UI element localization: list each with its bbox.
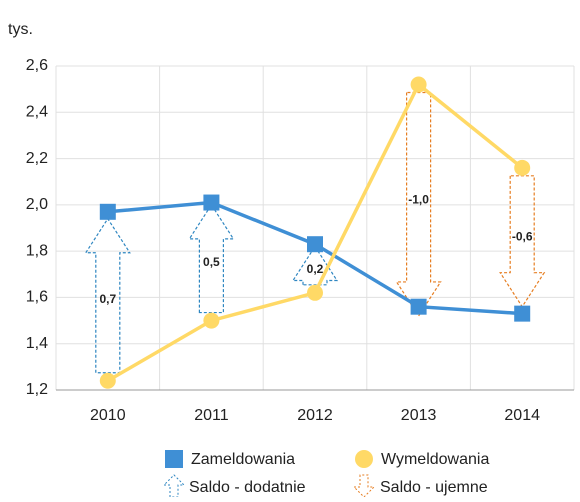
x-tick-label: 2012 [297, 407, 333, 424]
y-tick-label: 2,0 [26, 196, 48, 213]
series-line [106, 81, 524, 383]
saldo-arrow [395, 91, 442, 318]
y-tick-label: 1,4 [26, 335, 48, 352]
saldo-arrow [84, 217, 131, 374]
saldo-label: -1,0 [408, 192, 429, 206]
legend-swatch [355, 450, 373, 468]
point [514, 159, 531, 176]
x-tick-label: 2014 [504, 407, 540, 424]
point [514, 305, 531, 322]
point [410, 76, 427, 93]
point [307, 284, 323, 301]
point [203, 194, 220, 211]
point [203, 312, 220, 329]
legend-arrow [352, 474, 376, 498]
point [99, 203, 116, 220]
y-tick-label: 2,2 [26, 150, 48, 167]
point [410, 298, 427, 315]
x-tick-label: 2013 [401, 407, 437, 424]
saldo-arrow [188, 203, 235, 314]
saldo-arrow [499, 175, 546, 308]
saldo-label: 0,7 [99, 292, 116, 306]
legend-label: Wymeldowania [381, 451, 489, 468]
legend-arrow [162, 474, 186, 498]
legend-label: Zameldowania [191, 451, 295, 468]
x-tick-label: 2010 [90, 407, 126, 424]
legend-label: Saldo - ujemne [380, 479, 488, 496]
legend-label: Saldo - dodatnie [189, 479, 306, 496]
y-tick-label: 1,6 [26, 289, 48, 306]
saldo-arrow [291, 245, 339, 286]
unit-label: tys. [8, 21, 33, 38]
y-tick-label: 2,6 [26, 57, 48, 74]
point [99, 372, 116, 389]
y-tick-label: 1,2 [26, 381, 48, 398]
point [307, 236, 323, 253]
y-tick-label: 2,4 [26, 104, 48, 121]
legend-swatch [165, 450, 183, 468]
y-tick-label: 1,8 [26, 242, 48, 259]
saldo-label: 0,5 [203, 255, 220, 269]
x-tick-label: 2011 [194, 407, 229, 424]
saldo-label: 0,2 [307, 262, 324, 276]
saldo-label: -0,6 [512, 229, 533, 243]
